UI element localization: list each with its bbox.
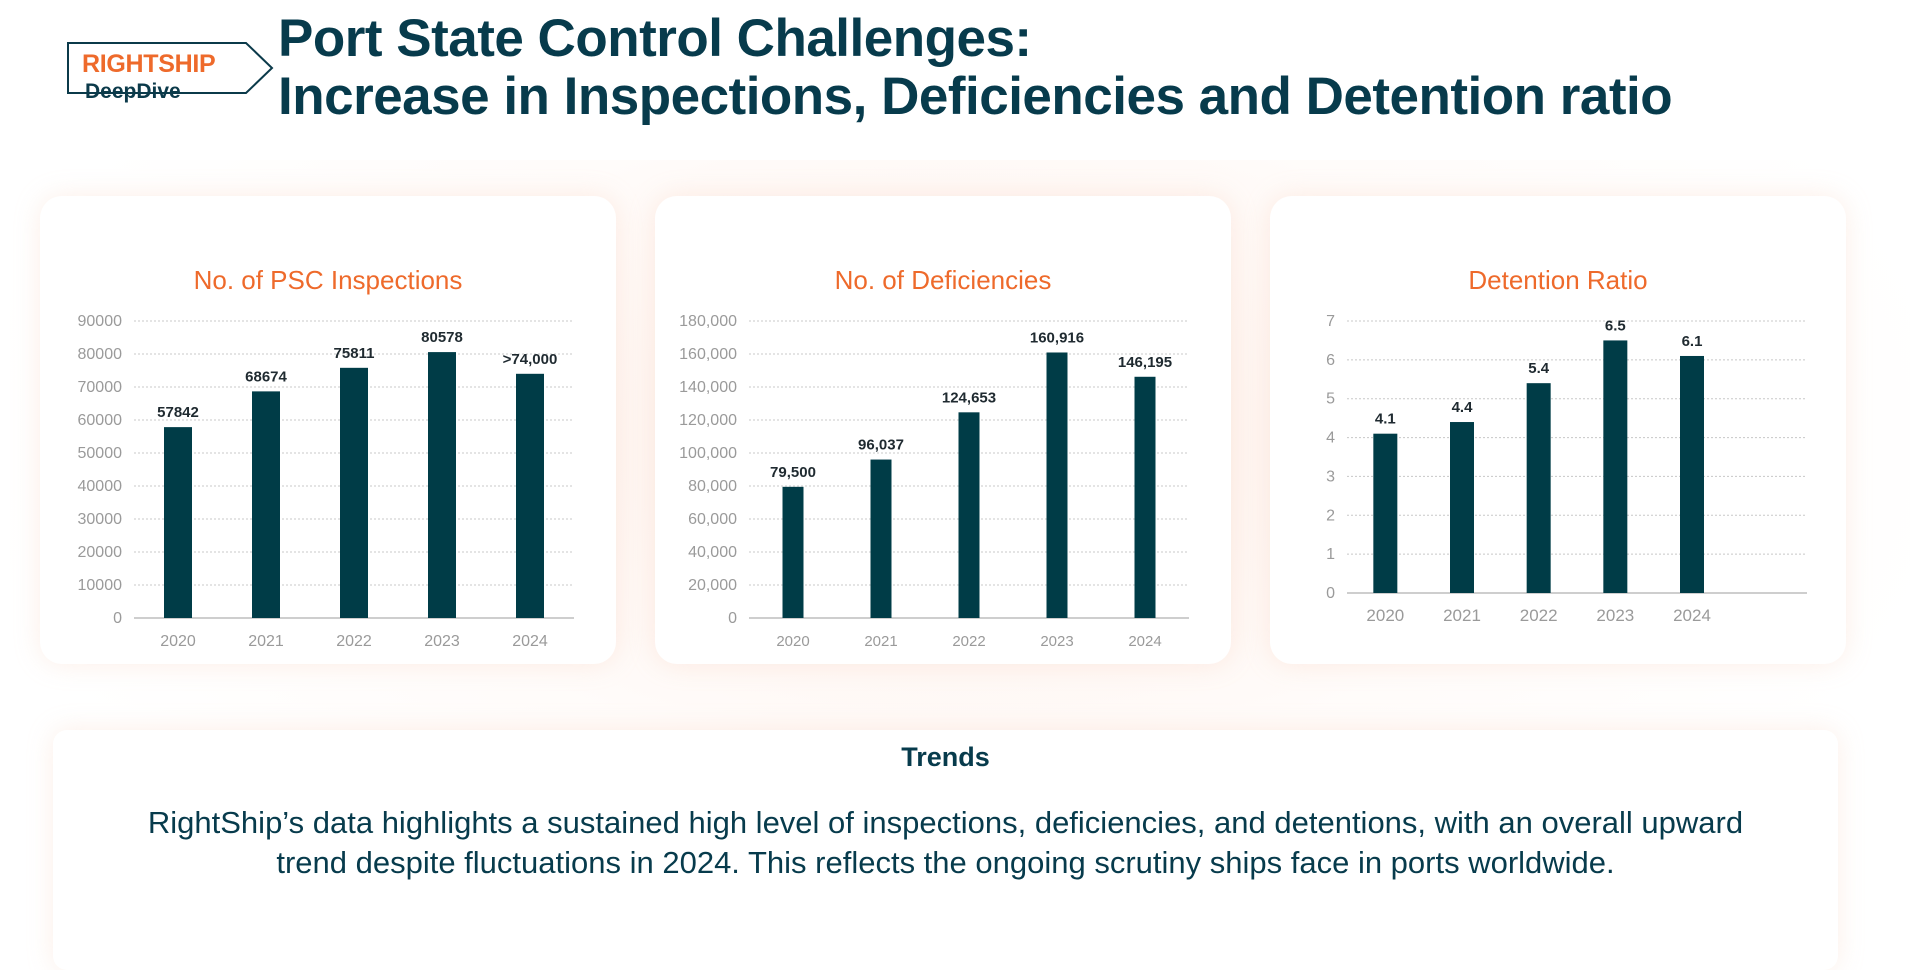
data-label: 4.1 bbox=[1375, 411, 1396, 428]
bar bbox=[1603, 340, 1628, 593]
bar bbox=[164, 427, 192, 618]
x-tick-label: 2020 bbox=[160, 633, 196, 650]
y-tick-label: 20,000 bbox=[688, 577, 737, 594]
page-title-line-1: Port State Control Challenges: bbox=[278, 9, 1032, 68]
x-tick-label: 2021 bbox=[1443, 606, 1481, 625]
data-label: 146,195 bbox=[1118, 354, 1172, 371]
data-label: 6.5 bbox=[1605, 317, 1626, 334]
bar bbox=[1526, 383, 1551, 593]
x-tick-label: 2020 bbox=[1366, 606, 1404, 625]
data-label: 68674 bbox=[245, 368, 287, 385]
y-tick-label: 160,000 bbox=[679, 346, 737, 363]
y-tick-label: 20000 bbox=[78, 544, 123, 561]
bar bbox=[252, 391, 280, 618]
data-label: 79,500 bbox=[770, 464, 816, 481]
x-tick-label: 2022 bbox=[952, 633, 985, 650]
x-tick-label: 2024 bbox=[512, 633, 548, 650]
chart-card-inspections: No. of PSC Inspections 0 10000 20000 30000 40… bbox=[40, 196, 616, 664]
y-tick-label: 4 bbox=[1326, 430, 1335, 447]
data-label: 124,653 bbox=[942, 389, 996, 406]
chart-card-detention: Detention Ratio 0 1 2 3 4 5 6 7 4.1 2020 4.4 2021 5.4… bbox=[1270, 196, 1846, 664]
logo-deepdive-text: DeepDive bbox=[85, 80, 181, 103]
y-tick-label: 50000 bbox=[78, 445, 123, 462]
bar bbox=[1046, 352, 1068, 618]
data-label: 4.4 bbox=[1452, 399, 1474, 416]
trends-panel: Trends RightShip’s data highlights a sus… bbox=[53, 730, 1838, 970]
y-tick-label: 180,000 bbox=[679, 313, 737, 330]
y-tick-label: 60000 bbox=[78, 412, 123, 429]
x-tick-label: 2021 bbox=[864, 633, 897, 650]
data-label: 96,037 bbox=[858, 437, 904, 454]
y-tick-label: 100,000 bbox=[679, 445, 737, 462]
bar bbox=[1134, 376, 1156, 618]
x-tick-label: 2022 bbox=[336, 633, 372, 650]
chart-deficiencies: No. of Deficiencies 0 20,000 40,000 60,000 80… bbox=[679, 265, 1189, 650]
y-tick-label: 6 bbox=[1326, 352, 1335, 369]
y-tick-label: 90000 bbox=[78, 313, 123, 330]
x-tick-label: 2023 bbox=[1596, 606, 1634, 625]
y-tick-label: 120,000 bbox=[679, 412, 737, 429]
data-label: 57842 bbox=[157, 404, 199, 421]
logo-rightship-text: RIGHTSHIP bbox=[82, 50, 216, 78]
x-tick-label: 2024 bbox=[1673, 606, 1711, 625]
chart-title: Detention Ratio bbox=[1468, 265, 1647, 295]
x-tick-label: 2023 bbox=[424, 633, 460, 650]
data-label: 5.4 bbox=[1528, 360, 1550, 377]
y-tick-label: 0 bbox=[1326, 585, 1335, 602]
bar bbox=[516, 373, 544, 618]
data-label: 6.1 bbox=[1682, 333, 1703, 350]
chart-psc-inspections: No. of PSC Inspections 0 10000 20000 30000 40… bbox=[78, 265, 574, 650]
page-title-line-2: Increase in Inspections, Deficiencies an… bbox=[278, 67, 1673, 126]
bar bbox=[870, 459, 892, 618]
chart-detention-ratio: Detention Ratio 0 1 2 3 4 5 6 7 4.1 2020 4.4 2021 5.4… bbox=[1326, 265, 1807, 625]
rightship-deepdive-logo: RIGHTSHIP DeepDive bbox=[66, 40, 276, 103]
x-tick-label: 2021 bbox=[248, 633, 284, 650]
y-tick-label: 30000 bbox=[78, 511, 123, 528]
y-tick-label: 40000 bbox=[78, 478, 123, 495]
x-tick-label: 2022 bbox=[1520, 606, 1558, 625]
y-tick-label: 2 bbox=[1326, 507, 1335, 524]
y-tick-label: 3 bbox=[1326, 468, 1335, 485]
chart-card-deficiencies: No. of Deficiencies 0 20,000 40,000 60,000 80… bbox=[655, 196, 1231, 664]
trends-text: RightShip’s data highlights a sustained … bbox=[147, 805, 1744, 880]
y-tick-label: 80,000 bbox=[688, 478, 737, 495]
y-tick-label: 60,000 bbox=[688, 511, 737, 528]
y-tick-label: 7 bbox=[1326, 313, 1335, 330]
data-label: 160,916 bbox=[1030, 329, 1084, 346]
y-tick-label: 40,000 bbox=[688, 544, 737, 561]
y-tick-label: 140,000 bbox=[679, 379, 737, 396]
bar bbox=[1373, 433, 1398, 593]
data-label: >74,000 bbox=[503, 351, 558, 368]
bar bbox=[428, 352, 456, 618]
x-tick-label: 2023 bbox=[1040, 633, 1073, 650]
x-tick-label: 2024 bbox=[1128, 633, 1161, 650]
chart-title: No. of Deficiencies bbox=[835, 265, 1052, 295]
y-tick-label: 5 bbox=[1326, 391, 1335, 408]
bar bbox=[958, 412, 980, 618]
y-tick-label: 70000 bbox=[78, 379, 123, 396]
bar bbox=[1680, 355, 1704, 593]
bar bbox=[340, 367, 368, 618]
page-title: Port State Control Challenges: Increase … bbox=[278, 9, 1673, 126]
logo-arrow-frame bbox=[67, 42, 274, 94]
y-tick-label: 10000 bbox=[78, 577, 123, 594]
bar bbox=[1450, 422, 1474, 593]
y-tick-label: 1 bbox=[1326, 546, 1335, 563]
x-tick-label: 2020 bbox=[776, 633, 809, 650]
y-tick-label: 80000 bbox=[78, 346, 123, 363]
data-label: 80578 bbox=[421, 329, 463, 346]
chart-title: No. of PSC Inspections bbox=[194, 265, 463, 295]
data-label: 75811 bbox=[334, 345, 375, 362]
y-tick-label: 0 bbox=[113, 610, 122, 627]
trends-heading: Trends bbox=[901, 742, 990, 772]
bar bbox=[782, 486, 804, 618]
y-tick-label: 0 bbox=[728, 610, 737, 627]
